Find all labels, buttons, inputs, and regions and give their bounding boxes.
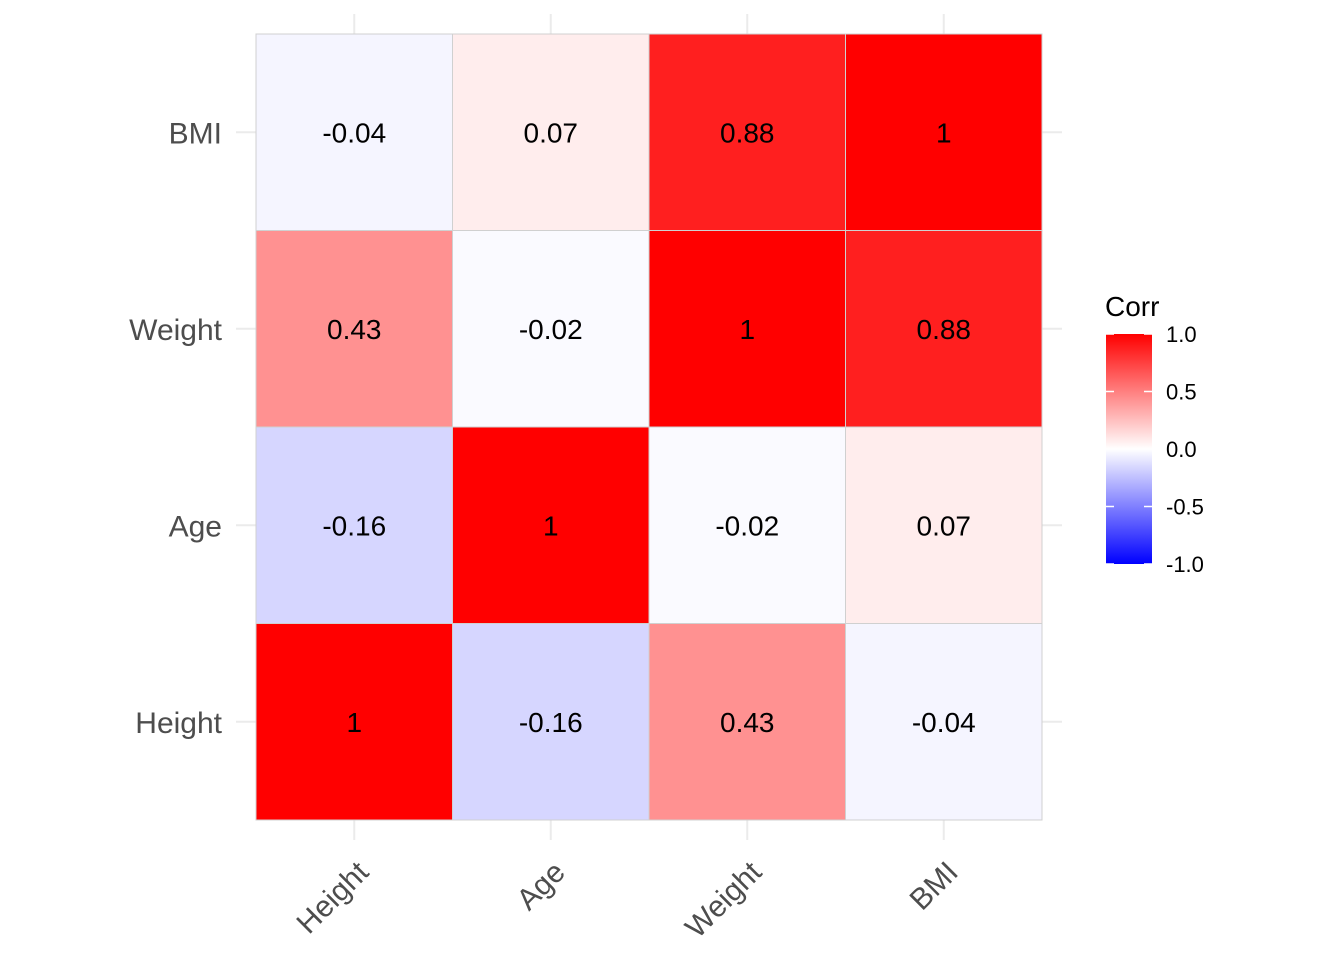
- legend-tick-label: 0.0: [1166, 437, 1197, 462]
- x-tick-label: BMI: [904, 856, 965, 917]
- heatmap-cell: [255, 623, 453, 821]
- cell-value-label: 0.07: [524, 117, 579, 148]
- cell-value-label: 0.88: [720, 117, 775, 148]
- cell-value-label: 0.07: [917, 510, 972, 541]
- heatmap-cell: [452, 623, 650, 821]
- legend-tick-label: -0.5: [1166, 495, 1204, 520]
- cell-value-label: 1: [543, 510, 559, 541]
- y-tick-label: BMI: [169, 117, 222, 150]
- heatmap-cell: [648, 623, 846, 821]
- cell-value-label: 0.43: [720, 707, 775, 738]
- x-tick-label: Height: [291, 855, 376, 940]
- cell-value-label: 1: [346, 707, 362, 738]
- legend: Corr 1.0 0.5 0.0 -0.5 -1.0: [1105, 291, 1204, 577]
- heatmap-cell: [845, 623, 1043, 821]
- heatmap-cell: [845, 33, 1043, 231]
- heatmap-cell: [452, 33, 650, 231]
- heatmap-cell: [648, 230, 846, 428]
- heatmap-cell: [255, 33, 453, 231]
- y-tick-label: Age: [169, 510, 222, 543]
- cell-value-label: 0.43: [327, 314, 382, 345]
- cell-value-label: 1: [936, 117, 952, 148]
- y-tick-label: Height: [135, 707, 222, 740]
- cell-value-label: 0.88: [917, 314, 972, 345]
- heatmap-cell: [452, 426, 650, 624]
- heatmap-cell: [255, 230, 453, 428]
- cell-value-label: -0.02: [715, 510, 779, 541]
- cell-labels: 1 -0.16 0.43 -0.04 -0.16 1 -0.02 0.07 0.43 -0.02 1…: [322, 117, 975, 738]
- cell-value-label: -0.04: [322, 117, 386, 148]
- heatmap-cell: [648, 33, 846, 231]
- legend-tick-label: 0.5: [1166, 380, 1197, 405]
- heatmap-cell: [845, 230, 1043, 428]
- legend-tick-label: 1.0: [1166, 322, 1197, 347]
- x-tick-label: Weight: [679, 855, 768, 944]
- x-tick-label: Age: [511, 856, 572, 917]
- legend-tick-label: -1.0: [1166, 552, 1204, 577]
- cell-value-label: -0.16: [519, 707, 583, 738]
- heatmap-cells: [255, 33, 1043, 821]
- heatmap-cell: [845, 426, 1043, 624]
- y-tick-label: Weight: [129, 314, 222, 347]
- cell-value-label: -0.16: [322, 510, 386, 541]
- cell-value-label: -0.04: [912, 707, 976, 738]
- cell-value-label: 1: [739, 314, 755, 345]
- legend-title: Corr: [1105, 291, 1159, 322]
- cell-value-label: -0.02: [519, 314, 583, 345]
